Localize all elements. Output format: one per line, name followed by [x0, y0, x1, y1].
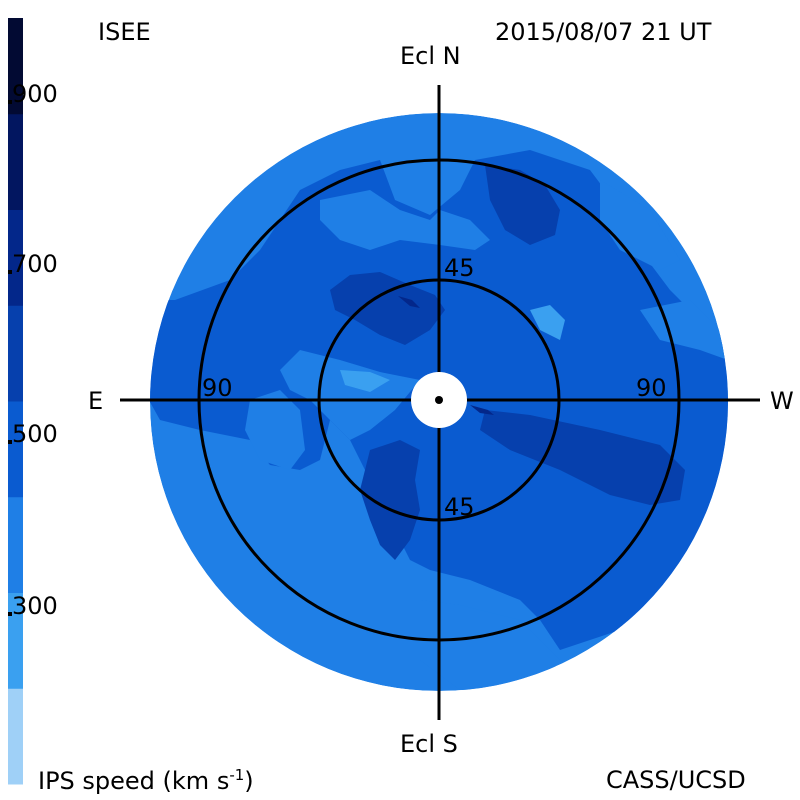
colorbar-tick	[8, 612, 12, 616]
quantity-close: )	[244, 767, 254, 795]
colorbar-band	[8, 18, 23, 115]
south-label: Ecl S	[400, 730, 458, 758]
colorbar-tick	[8, 270, 12, 274]
speed-region	[485, 165, 560, 245]
speed-region	[340, 370, 390, 392]
colorbar-tick-label: 900	[12, 80, 58, 108]
observatory-label: ISEE	[98, 18, 151, 46]
colorbar-tick-label: 700	[12, 250, 58, 278]
speed-region	[470, 405, 494, 415]
colorbar-band	[8, 209, 23, 306]
ring-label-outer-right: 90	[636, 374, 667, 402]
quantity-label: IPS speed (km s-1)	[38, 766, 254, 795]
credit-label: CASS/UCSD	[606, 766, 746, 794]
colorbar-band	[8, 113, 23, 210]
speed-region	[480, 410, 685, 505]
ring-label-outer-left: 90	[202, 374, 233, 402]
quantity-text: IPS speed (km s	[38, 767, 230, 795]
colorbar-tick	[8, 440, 12, 444]
speed-region	[600, 180, 680, 270]
speed-region	[420, 600, 560, 690]
ring-label-inner-bottom: 45	[444, 493, 475, 521]
colorbar-tick-label: 500	[12, 420, 58, 448]
colorbar-band	[8, 401, 23, 498]
speed-region	[280, 350, 420, 440]
quantity-exponent: -1	[229, 766, 245, 784]
colorbar-band	[8, 496, 23, 593]
colorbar-band	[8, 592, 23, 689]
timestamp-label: 2015/08/07 21 UT	[495, 18, 712, 46]
sun-center-dot	[435, 396, 443, 404]
colorbar-band	[8, 688, 23, 785]
ring-label-inner-top: 45	[444, 254, 475, 282]
colorbar-band	[8, 305, 23, 402]
speed-region	[245, 390, 305, 470]
colorbar	[8, 18, 23, 785]
east-label: E	[88, 387, 104, 415]
speed-region	[330, 272, 445, 345]
speed-region	[360, 440, 420, 560]
colorbar-tick-label: 300	[12, 592, 58, 620]
colorbar-tick	[8, 100, 12, 104]
speed-region	[320, 190, 490, 250]
north-label: Ecl N	[400, 42, 461, 70]
speed-region	[530, 305, 565, 340]
west-label: W	[770, 387, 794, 415]
speed-region	[398, 296, 420, 308]
